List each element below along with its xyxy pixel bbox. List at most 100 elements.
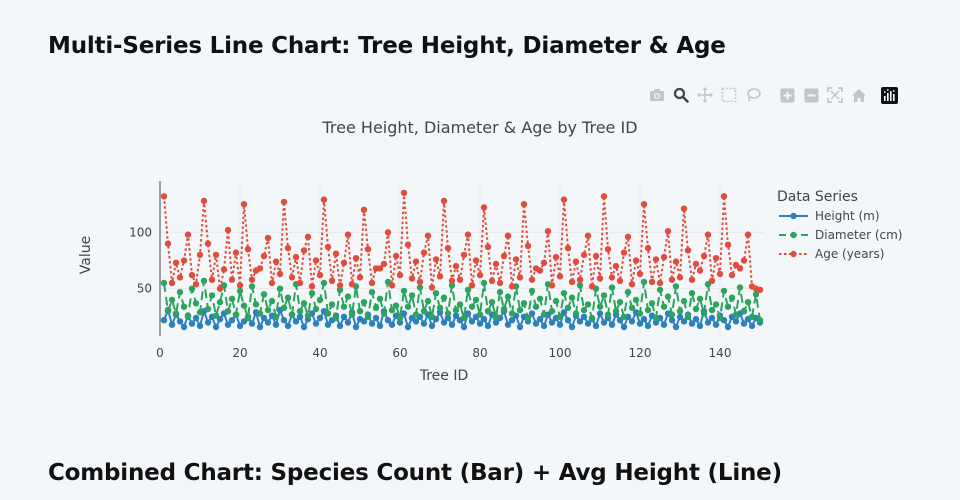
data-point[interactable] bbox=[460, 251, 468, 259]
data-point[interactable] bbox=[368, 288, 376, 296]
data-point[interactable] bbox=[644, 306, 652, 314]
data-point[interactable] bbox=[676, 313, 684, 320]
data-point[interactable] bbox=[620, 313, 628, 320]
data-point[interactable] bbox=[160, 193, 168, 200]
data-point[interactable] bbox=[624, 233, 632, 240]
data-point[interactable] bbox=[416, 284, 424, 291]
data-point[interactable] bbox=[616, 299, 624, 306]
data-point[interactable] bbox=[528, 310, 536, 317]
zoom-out-icon[interactable] bbox=[802, 86, 820, 104]
data-point[interactable] bbox=[284, 294, 292, 301]
data-point[interactable] bbox=[336, 322, 344, 330]
data-point[interactable] bbox=[216, 299, 224, 306]
data-point[interactable] bbox=[428, 322, 436, 330]
data-point[interactable] bbox=[628, 318, 636, 325]
data-point[interactable] bbox=[324, 243, 332, 251]
data-point[interactable] bbox=[752, 291, 760, 298]
data-point[interactable] bbox=[360, 206, 368, 213]
data-point[interactable] bbox=[620, 249, 628, 256]
data-point[interactable] bbox=[280, 198, 288, 206]
data-point[interactable] bbox=[604, 246, 612, 253]
data-point[interactable] bbox=[672, 323, 680, 331]
data-point[interactable] bbox=[176, 288, 184, 296]
data-point[interactable] bbox=[692, 315, 700, 323]
data-point[interactable] bbox=[368, 320, 376, 327]
data-point[interactable] bbox=[644, 244, 652, 252]
autoscale-icon[interactable] bbox=[826, 86, 844, 104]
data-point[interactable] bbox=[520, 201, 528, 208]
data-point[interactable] bbox=[316, 314, 324, 322]
data-point[interactable] bbox=[656, 286, 664, 293]
data-point[interactable] bbox=[676, 308, 684, 315]
data-point[interactable] bbox=[636, 320, 644, 327]
data-point[interactable] bbox=[172, 259, 180, 266]
data-point[interactable] bbox=[728, 294, 736, 301]
data-point[interactable] bbox=[596, 275, 604, 282]
data-point[interactable] bbox=[508, 283, 516, 290]
data-point[interactable] bbox=[524, 314, 532, 322]
data-point[interactable] bbox=[524, 242, 532, 250]
data-point[interactable] bbox=[252, 301, 260, 308]
data-point[interactable] bbox=[400, 189, 408, 197]
data-point[interactable] bbox=[204, 240, 212, 247]
data-point[interactable] bbox=[348, 281, 356, 288]
data-point[interactable] bbox=[708, 277, 716, 284]
data-point[interactable] bbox=[544, 228, 552, 235]
data-point[interactable] bbox=[180, 323, 188, 331]
data-point[interactable] bbox=[296, 313, 304, 320]
data-point[interactable] bbox=[448, 321, 456, 328]
data-point[interactable] bbox=[172, 310, 180, 317]
data-point[interactable] bbox=[192, 314, 200, 322]
data-point[interactable] bbox=[500, 252, 508, 260]
data-point[interactable] bbox=[468, 282, 476, 289]
data-point[interactable] bbox=[672, 258, 680, 265]
data-point[interactable] bbox=[404, 303, 412, 310]
data-point[interactable] bbox=[296, 308, 304, 315]
data-point[interactable] bbox=[472, 257, 480, 264]
data-point[interactable] bbox=[600, 292, 608, 299]
data-point[interactable] bbox=[540, 322, 548, 330]
data-point[interactable] bbox=[344, 231, 352, 238]
data-point[interactable] bbox=[756, 317, 764, 324]
data-point[interactable] bbox=[268, 297, 276, 305]
data-point[interactable] bbox=[700, 252, 708, 260]
data-point[interactable] bbox=[360, 318, 368, 325]
data-point[interactable] bbox=[492, 260, 500, 268]
data-point[interactable] bbox=[436, 304, 444, 311]
data-point[interactable] bbox=[404, 323, 412, 331]
data-point[interactable] bbox=[696, 267, 704, 274]
data-point[interactable] bbox=[712, 301, 720, 308]
data-point[interactable] bbox=[516, 274, 524, 281]
data-point[interactable] bbox=[352, 323, 360, 331]
data-point[interactable] bbox=[208, 292, 216, 299]
data-point[interactable] bbox=[396, 319, 404, 326]
data-point[interactable] bbox=[260, 291, 268, 298]
data-point[interactable] bbox=[556, 273, 564, 280]
box-select-icon[interactable] bbox=[720, 86, 738, 104]
data-point[interactable] bbox=[412, 258, 420, 265]
data-point[interactable] bbox=[540, 259, 548, 266]
data-point[interactable] bbox=[540, 311, 548, 318]
data-point[interactable] bbox=[452, 306, 460, 314]
data-point[interactable] bbox=[196, 309, 204, 316]
data-point[interactable] bbox=[684, 313, 692, 320]
data-point[interactable] bbox=[276, 285, 284, 292]
data-point[interactable] bbox=[228, 276, 236, 283]
data-point[interactable] bbox=[376, 322, 384, 330]
data-point[interactable] bbox=[452, 262, 460, 270]
data-point[interactable] bbox=[372, 314, 380, 322]
data-point[interactable] bbox=[744, 299, 752, 306]
data-point[interactable] bbox=[688, 276, 696, 283]
data-point[interactable] bbox=[580, 251, 588, 259]
data-point[interactable] bbox=[508, 310, 516, 317]
data-point[interactable] bbox=[632, 296, 640, 304]
data-point[interactable] bbox=[304, 233, 312, 240]
data-point[interactable] bbox=[576, 282, 584, 289]
data-point[interactable] bbox=[636, 270, 644, 278]
data-point[interactable] bbox=[688, 290, 696, 297]
data-point[interactable] bbox=[568, 294, 576, 301]
data-point[interactable] bbox=[692, 305, 700, 313]
data-point[interactable] bbox=[324, 310, 332, 317]
data-point[interactable] bbox=[204, 305, 212, 313]
data-point[interactable] bbox=[452, 312, 460, 319]
